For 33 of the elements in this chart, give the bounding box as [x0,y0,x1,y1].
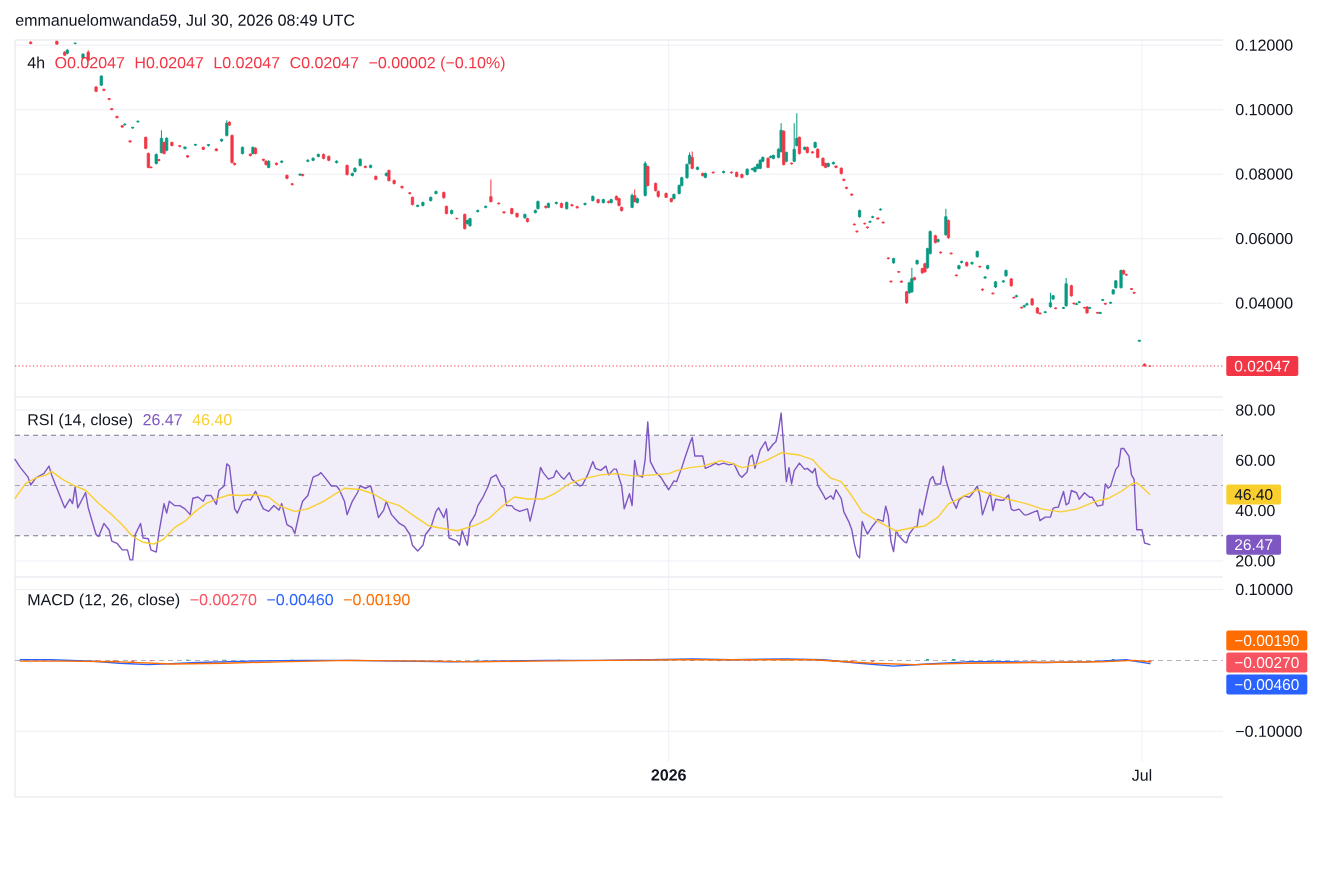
text: −0.00190 [1235,635,1299,647]
y-tick-label: 20.00 [1236,555,1275,567]
text: MACD (12, 26, close) [28,593,180,609]
text: −0.00460 [1235,679,1299,691]
y-tick-label: 40.00 [1235,504,1275,517]
ref-line-label: 0.02047 [1234,360,1290,372]
y-tick-label: 0.12000 [1235,39,1293,51]
text: 46.40 [1234,489,1273,500]
annotation: −0.00002 (−0.10%) [369,56,505,72]
annotation: −0.00190 [343,594,410,606]
y-tick-label: 0.06000 [1235,232,1293,245]
annotation: O0.02047 [55,57,125,69]
text: RSI (14, close) [28,413,133,429]
y-tick-label: −0.10000 [1236,725,1302,737]
text: −0.00270 [1235,657,1299,669]
y-tick-label: 80.00 [1235,404,1275,416]
x-tick-label: 2026 [651,769,686,781]
text: 26.47 [1235,539,1273,551]
annotation: L0.02047 [214,57,280,69]
y-tick-label: 0.04000 [1235,297,1293,309]
annotation: −0.00460 [267,594,334,606]
annotation: −0.00270 [190,594,257,606]
annotation: H0.02047 [135,57,203,69]
y-tick-label: 0.10000 [1235,583,1293,596]
y-tick-label: 0.08000 [1235,168,1293,180]
y-tick-label: 60.00 [1236,454,1275,466]
x-tick-label: Jul [1131,769,1152,781]
text: emmanuelomwanda59, Jul 30, 2026 08:49 UTC [15,14,355,28]
text: 4h [27,56,45,69]
y-tick-label: 0.10000 [1235,103,1293,116]
annotation: 26.47 [143,414,182,426]
annotation: C0.02047 [290,57,359,69]
annotation: 46.40 [192,414,232,426]
